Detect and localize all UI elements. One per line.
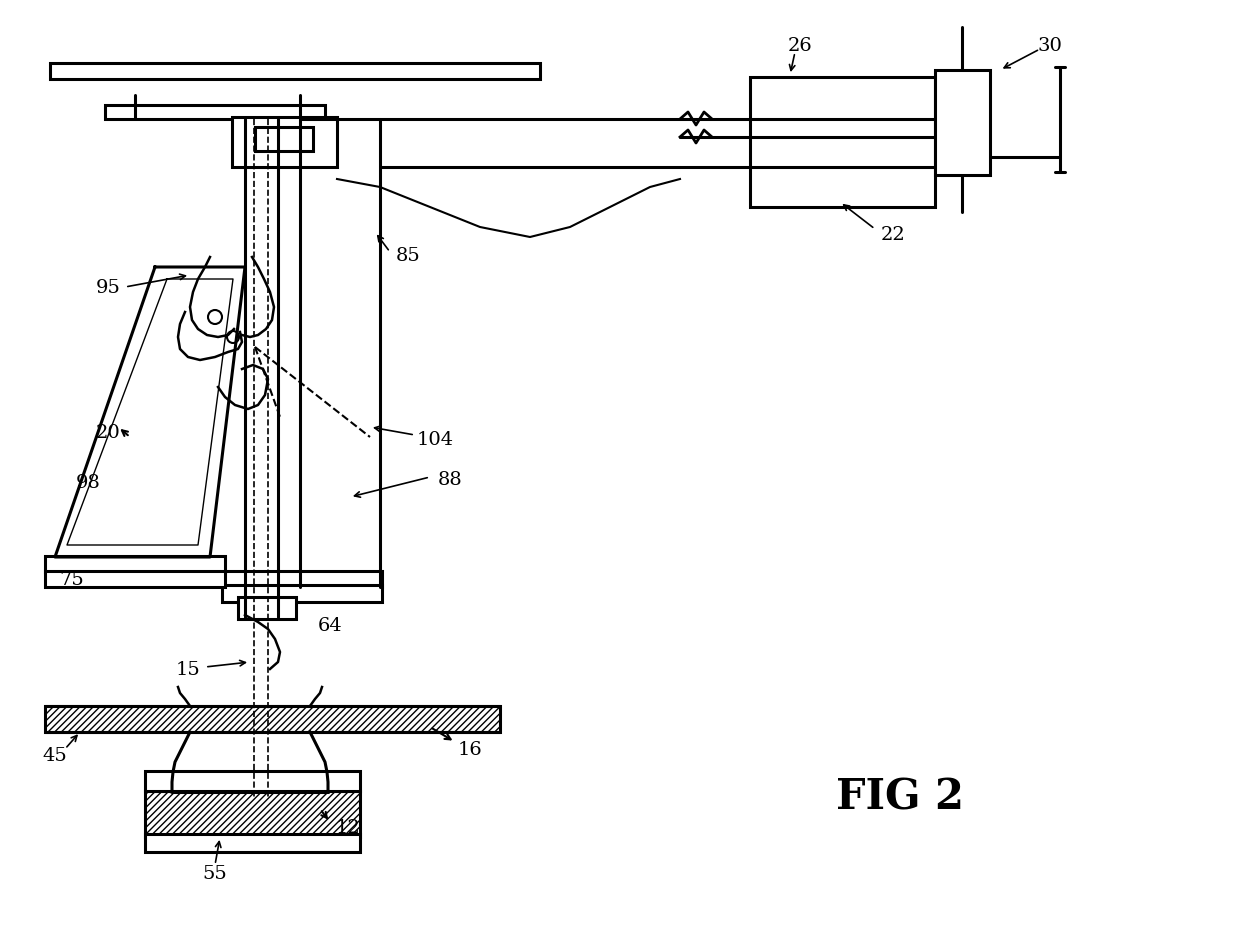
Bar <box>45 571 224 588</box>
Text: 45: 45 <box>42 746 67 764</box>
Text: 55: 55 <box>202 864 227 883</box>
Bar <box>255 128 312 152</box>
Bar <box>222 585 382 603</box>
Bar <box>222 571 382 588</box>
Text: 95: 95 <box>95 279 120 297</box>
Text: 30: 30 <box>1038 37 1063 55</box>
Text: 88: 88 <box>438 471 463 489</box>
Text: 85: 85 <box>396 247 420 265</box>
Bar <box>238 597 296 619</box>
Text: 22: 22 <box>880 226 905 244</box>
Bar <box>145 834 360 852</box>
Bar <box>105 106 325 120</box>
Bar <box>45 706 500 732</box>
Bar <box>750 78 935 208</box>
Bar <box>232 118 337 168</box>
Text: 16: 16 <box>458 740 482 758</box>
Text: 104: 104 <box>417 430 454 449</box>
Bar <box>50 64 539 80</box>
Bar <box>935 71 990 176</box>
Text: 98: 98 <box>76 474 100 491</box>
Text: 64: 64 <box>317 616 342 634</box>
Text: 12: 12 <box>336 819 361 836</box>
Text: 20: 20 <box>95 424 120 441</box>
Bar <box>145 771 360 791</box>
Text: FIG 2: FIG 2 <box>836 776 963 819</box>
Bar <box>145 791 360 837</box>
Text: 26: 26 <box>787 37 812 55</box>
Text: 15: 15 <box>176 660 201 679</box>
Bar <box>45 556 224 572</box>
Text: 75: 75 <box>60 570 84 589</box>
